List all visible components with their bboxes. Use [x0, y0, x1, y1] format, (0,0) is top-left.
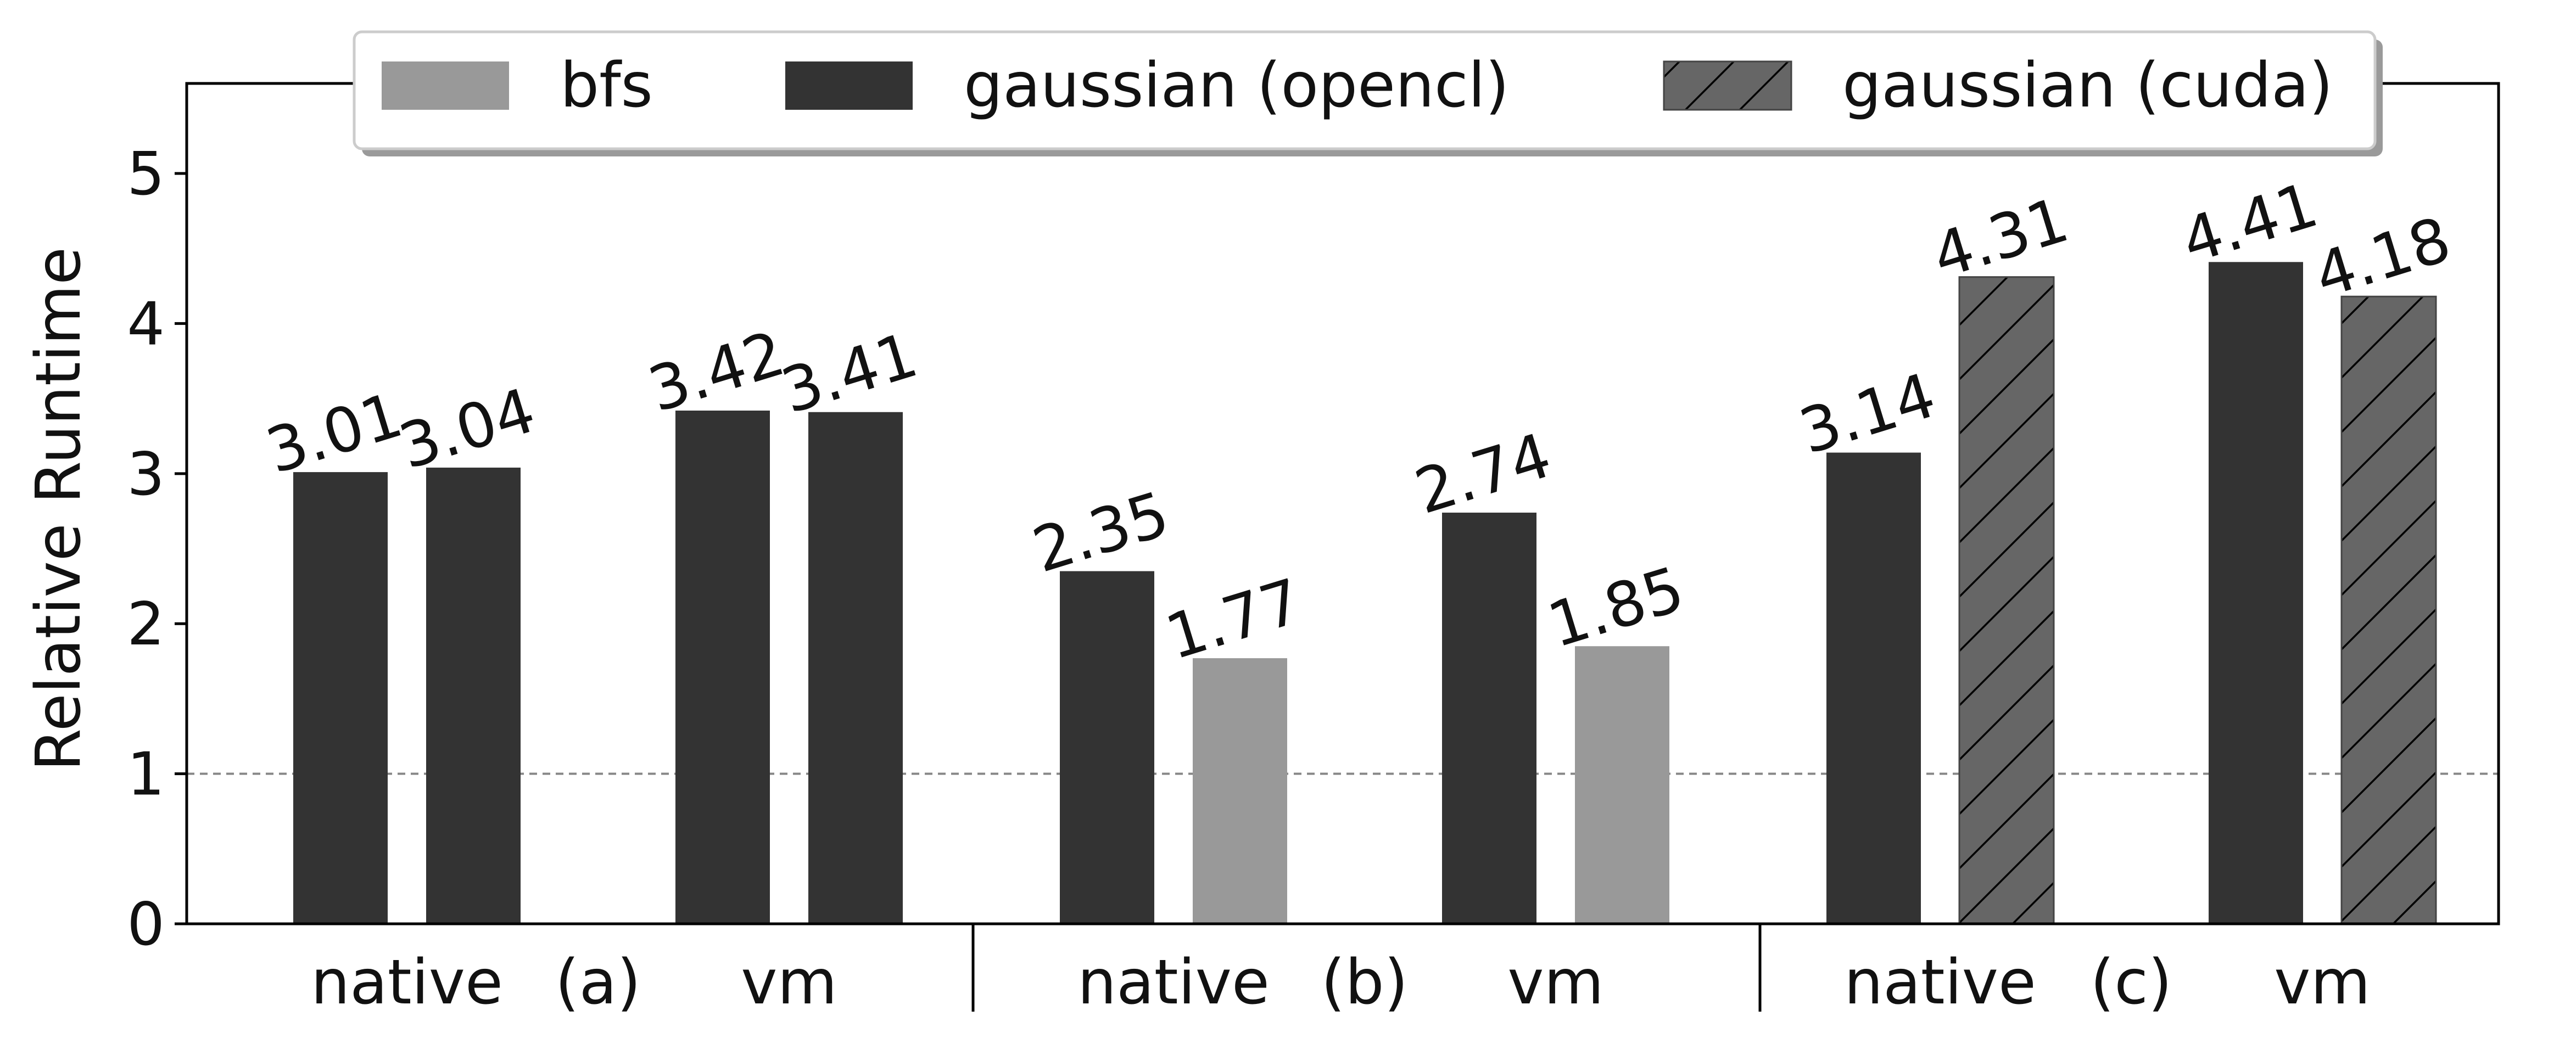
bar [1060, 571, 1154, 924]
legend-swatch [382, 61, 509, 110]
bar [1958, 276, 2055, 925]
x-tick-label: vm [741, 947, 837, 1018]
x-tick-label: vm [1507, 947, 1603, 1018]
bar [293, 472, 388, 924]
bar [1575, 646, 1669, 924]
data-label: 3.04 [392, 375, 543, 483]
data-label: 3.42 [641, 318, 792, 426]
legend-label: bfs [560, 50, 653, 121]
panel-label: (b) [1321, 947, 1408, 1018]
data-label: 3.01 [259, 379, 410, 487]
y-tick-label: 1 [127, 740, 165, 809]
y-axis-title: Relative Runtime [23, 247, 94, 771]
data-label: 4.41 [2174, 169, 2326, 277]
panel-label: (c) [2091, 947, 2172, 1018]
legend-label: gaussian (cuda) [1842, 50, 2333, 121]
bar [1442, 512, 1536, 924]
data-label: 3.41 [774, 319, 925, 428]
x-tick-label: native [1077, 947, 1270, 1018]
x-tick-label: native [1844, 947, 2036, 1018]
legend-label: gaussian (opencl) [964, 50, 1509, 121]
legend-swatch [785, 61, 913, 110]
bar [1193, 658, 1287, 924]
bar [1826, 452, 1921, 924]
data-label: 2.35 [1025, 479, 1177, 587]
y-tick-label: 4 [127, 290, 165, 358]
data-label: 3.14 [1792, 360, 1943, 468]
bar [808, 412, 903, 924]
data-label: 1.77 [1158, 565, 1310, 674]
y-tick-label: 5 [127, 140, 165, 209]
bar [2340, 295, 2437, 925]
data-label: 2.74 [1407, 420, 1559, 528]
bar [675, 410, 770, 924]
panel-label: (a) [555, 947, 641, 1018]
plot-frame [185, 82, 2500, 925]
bar [426, 467, 521, 924]
y-tick-label: 3 [127, 440, 165, 509]
legend-box [353, 30, 2377, 150]
y-tick-label: 2 [127, 590, 165, 659]
y-tick-label: 0 [127, 890, 165, 959]
x-tick-label: native [311, 947, 503, 1018]
bar [2209, 262, 2303, 924]
x-tick-label: vm [2274, 947, 2370, 1018]
legend-swatch [1663, 60, 1792, 111]
data-label: 1.85 [1540, 553, 1692, 661]
